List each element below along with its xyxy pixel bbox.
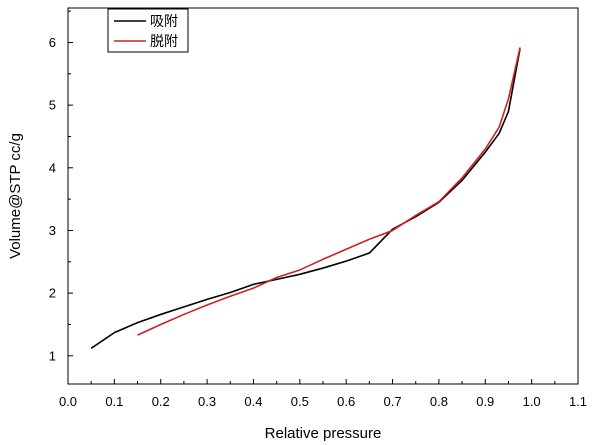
series-line-desorption: [137, 47, 521, 336]
y-tick-label: 6: [49, 35, 56, 50]
x-axis-title: Relative pressure: [265, 425, 382, 442]
y-axis-title: Volume@STP cc/g: [7, 133, 24, 259]
x-tick-label: 0.8: [430, 394, 448, 409]
y-tick-label: 2: [49, 286, 56, 301]
x-tick-label: 0.5: [291, 394, 309, 409]
legend-label-adsorption: 吸附: [150, 14, 178, 30]
series-line-adsorption: [90, 48, 521, 349]
y-tick-label: 3: [49, 223, 56, 238]
x-tick-label: 0.2: [152, 394, 170, 409]
x-tick-label: 0.9: [476, 394, 494, 409]
x-tick-label: 0.3: [198, 394, 216, 409]
y-tick-label: 5: [49, 98, 56, 113]
y-tick-label: 1: [49, 348, 56, 363]
plot-frame: [67, 7, 579, 385]
x-tick-label: 0.0: [59, 394, 77, 409]
legend-box: [107, 8, 189, 53]
x-tick-label: 1.0: [523, 394, 541, 409]
y-tick-label: 4: [49, 160, 56, 175]
y-axis-ticks: 1 2 3 4 5 6: [49, 10, 73, 363]
plot-lines: [90, 47, 521, 349]
x-tick-label: 0.1: [105, 394, 123, 409]
x-axis-ticks: 0.0 0.1 0.2 0.3 0.4 0.5 0.6 0.7 0.8 0.9 1.0 1.1: [59, 379, 587, 409]
x-tick-label: 0.4: [244, 394, 262, 409]
x-tick-label: 0.6: [337, 394, 355, 409]
x-tick-label: 0.7: [384, 394, 402, 409]
legend: 吸附 脱附: [107, 8, 189, 53]
x-tick-label: 1.1: [569, 394, 587, 409]
legend-label-desorption: 脱附: [150, 34, 178, 50]
